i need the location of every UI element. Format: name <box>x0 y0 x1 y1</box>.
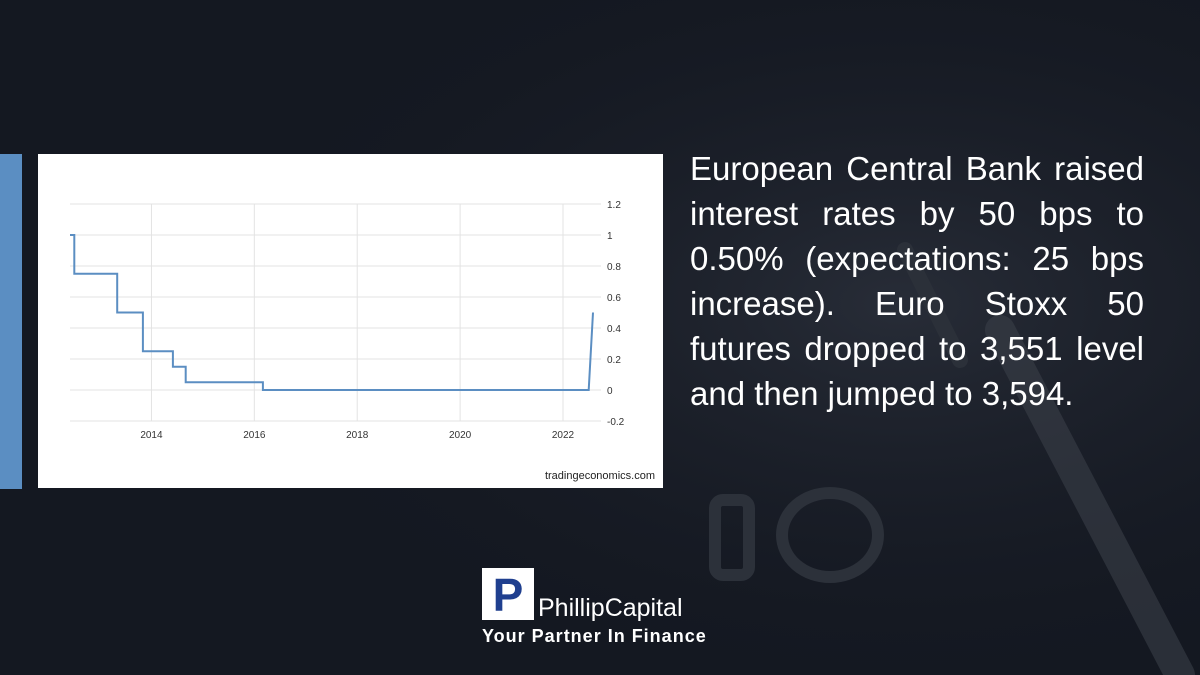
brand-tagline: Your Partner In Finance <box>482 626 707 646</box>
logo-p-icon: P <box>486 569 530 620</box>
y-tick-label: 0 <box>607 386 613 397</box>
series-line <box>70 234 594 391</box>
x-tick-label: 2022 <box>552 430 575 441</box>
x-tick-label: 2020 <box>449 430 472 441</box>
chart-series <box>70 234 594 391</box>
y-tick-label: 1.2 <box>607 200 621 211</box>
brand-name: PhillipCapital <box>538 594 683 622</box>
x-tick-label: 2014 <box>140 430 163 441</box>
phillipcapital-logo: P PhillipCapital Your Partner In Finance <box>482 568 722 650</box>
chart-grid <box>70 203 601 422</box>
accent-bar <box>0 154 22 489</box>
y-tick-label: -0.2 <box>607 417 625 428</box>
chart-tick-labels: 1.2 1 0.8 0.6 0.4 0.2 0 -0.2 2014 2016 2018 2020 202… <box>140 200 624 441</box>
logo-mark: P <box>482 568 534 620</box>
x-tick-label: 2016 <box>243 430 266 441</box>
x-tick-label: 2018 <box>346 430 369 441</box>
y-tick-label: 0.6 <box>607 293 621 304</box>
logo-letter: P <box>493 569 524 620</box>
y-tick-label: 0.8 <box>607 262 621 273</box>
slide-body-text: European Central Bank raised interest ra… <box>690 150 1144 412</box>
interest-rate-chart: 1.2 1 0.8 0.6 0.4 0.2 0 -0.2 2014 2016 2018 2020 202… <box>70 200 625 441</box>
chart-card: 1.2 1 0.8 0.6 0.4 0.2 0 -0.2 2014 2016 2018 2020 202… <box>38 154 663 488</box>
y-tick-label: 0.4 <box>607 324 621 335</box>
chart-source-label: tradingeconomics.com <box>544 470 655 482</box>
y-tick-label: 0.2 <box>607 355 621 366</box>
y-tick-label: 1 <box>607 231 613 242</box>
